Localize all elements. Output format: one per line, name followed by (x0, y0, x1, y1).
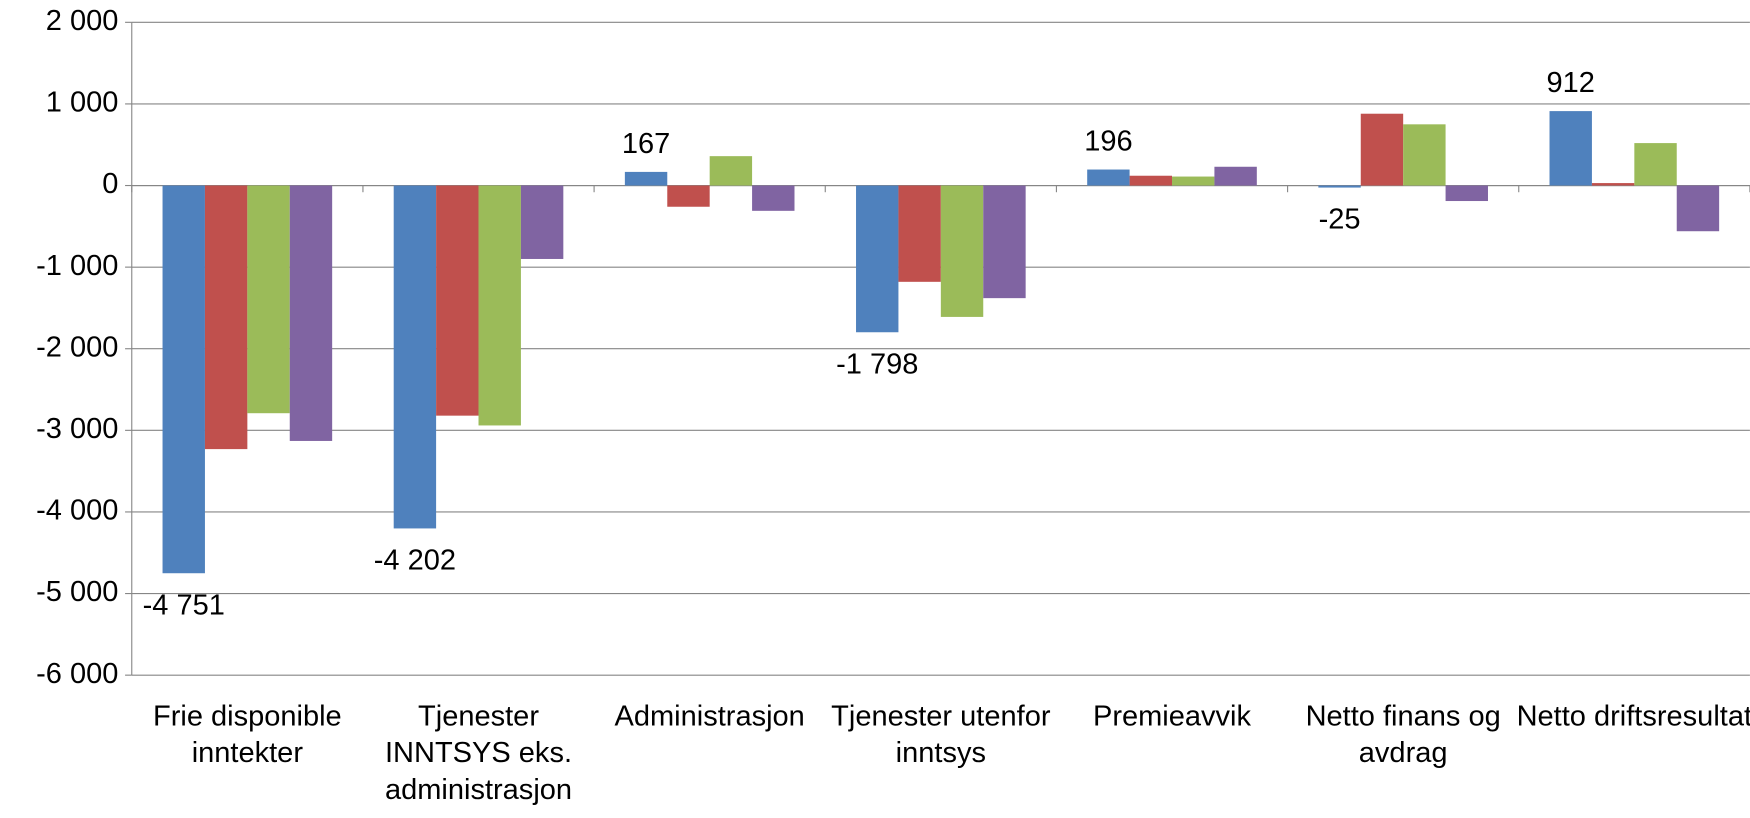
data-label: -4 202 (374, 545, 456, 577)
bar (1360, 113, 1404, 186)
y-tick-label: 0 (102, 168, 118, 200)
bar (162, 185, 205, 574)
data-label: 196 (1084, 125, 1132, 157)
y-tick-label: -1 000 (36, 250, 118, 282)
data-label: -25 (1319, 204, 1361, 236)
bar (478, 185, 521, 426)
x-tick-label: Frie disponible inntekter (152, 698, 342, 769)
y-tick-label: 2 000 (46, 5, 119, 37)
bar (247, 185, 290, 414)
bar (752, 185, 795, 211)
x-tick-label: Tjenester utenfor inntsys (831, 698, 1051, 769)
data-label: -4 751 (143, 589, 225, 621)
bar (1634, 143, 1677, 186)
bar (289, 185, 333, 441)
y-tick-label: -2 000 (36, 331, 118, 363)
bar (940, 185, 984, 317)
bar (1403, 124, 1446, 186)
y-tick-label: -6 000 (36, 658, 118, 690)
y-tick-label: 1 000 (46, 87, 119, 119)
bar (520, 185, 564, 259)
x-tick-label-box: Premieavvik (1092, 698, 1251, 733)
x-tick-label-box: Tjenester utenfor inntsys (831, 698, 1051, 769)
data-label: 167 (622, 128, 670, 160)
bar (856, 185, 899, 333)
bar (1214, 166, 1257, 186)
bar (393, 185, 437, 529)
bar (1676, 185, 1720, 232)
bar (898, 185, 941, 282)
x-tick-label-box: Netto driftsresultat (1516, 698, 1750, 733)
x-tick-label: Tjenester INNTSYS eks. administrasjon (384, 698, 573, 806)
x-tick-label-box: Administrasjon (614, 698, 805, 733)
x-tick-label: Netto finans og avdrag (1305, 698, 1501, 769)
bar (1445, 185, 1488, 202)
y-tick-label: -4 000 (36, 495, 118, 527)
bar (1318, 185, 1361, 188)
bar (667, 185, 710, 207)
x-tick-label-box: Tjenester INNTSYS eks. administrasjon (384, 698, 573, 806)
bar (1172, 176, 1215, 186)
y-tick-label: -5 000 (36, 576, 118, 608)
bar (1549, 111, 1592, 186)
data-label: 912 (1547, 67, 1595, 99)
y-tick-label: -3 000 (36, 413, 118, 445)
x-tick-label: Administrasjon (614, 698, 805, 733)
x-tick-label-box: Frie disponible inntekter (152, 698, 342, 769)
bar (983, 185, 1026, 299)
bar (204, 185, 248, 450)
x-tick-label: Netto driftsresultat (1516, 698, 1750, 733)
bar (709, 156, 753, 186)
bar (1129, 175, 1173, 186)
bar (1591, 183, 1635, 186)
bar (436, 185, 479, 416)
bar (1087, 169, 1130, 186)
data-label: -1 798 (836, 348, 918, 380)
bar (624, 171, 668, 186)
x-tick-label-box: Netto finans og avdrag (1305, 698, 1501, 769)
x-tick-label: Premieavvik (1092, 698, 1251, 733)
